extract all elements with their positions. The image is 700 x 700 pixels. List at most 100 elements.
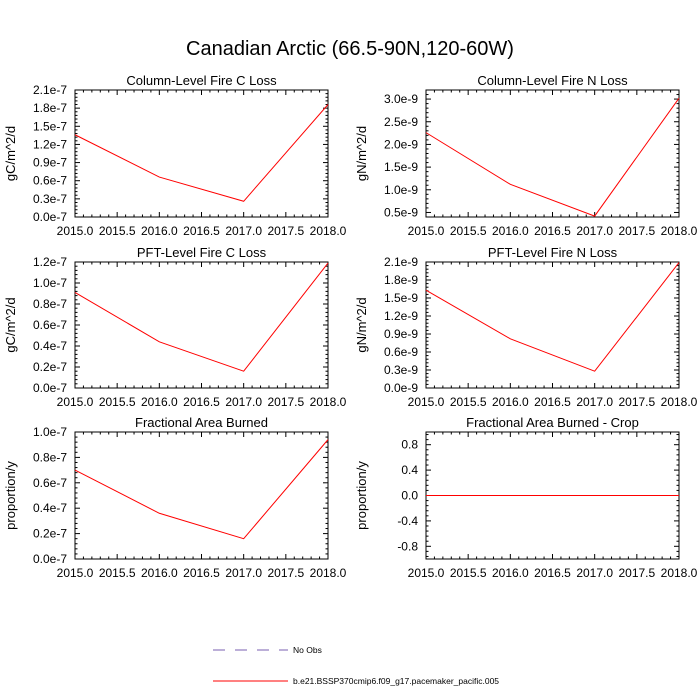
x-tick-label: 2015.0: [57, 224, 94, 238]
chart-panel-3: PFT-Level Fire C Loss gC/m^2/d 2015.0 2015.…: [3, 245, 347, 409]
x-tick-label: 2017.5: [618, 224, 655, 238]
x-tick-label: 2018.0: [661, 395, 698, 409]
y-tick-label: 0.6e-7: [33, 476, 67, 490]
x-tick-label: 2017.5: [618, 395, 655, 409]
panel-title: Fractional Area Burned - Crop: [466, 415, 639, 430]
y-tick-label: 2.0e-9: [384, 137, 418, 151]
x-tick-label: 2016.5: [183, 566, 220, 580]
y-tick-label: 1.5e-9: [384, 160, 418, 174]
panel-title: Column-Level Fire C Loss: [126, 73, 277, 88]
x-tick-label: 2016.0: [492, 224, 529, 238]
y-tick-label: 2.1e-7: [33, 83, 67, 97]
x-tick-label: 2015.5: [450, 566, 487, 580]
plot-frame: [74, 261, 329, 389]
y-tick-label: -0.8: [397, 539, 418, 553]
y-tick-label: 1.8e-9: [384, 273, 418, 287]
x-tick-label: 2016.5: [183, 395, 220, 409]
y-tick-label: 0.3e-7: [33, 192, 67, 206]
x-tick-label: 2015.5: [99, 395, 136, 409]
y-tick-label: 0.6e-7: [33, 174, 67, 188]
series-line-1: [425, 262, 680, 372]
y-tick-label: 0.3e-9: [384, 363, 418, 377]
x-tick-label: 2015.5: [99, 566, 136, 580]
x-tick-label: 2016.0: [141, 224, 178, 238]
y-tick-label: 3.0e-9: [384, 92, 418, 106]
chart-panel-1: Column-Level Fire C Loss gC/m^2/d 2015.0 20…: [3, 73, 347, 238]
y-tick-label: 1.0e-7: [33, 425, 67, 439]
x-tick-label: 2017.5: [267, 395, 304, 409]
x-tick-label: 2015.5: [450, 395, 487, 409]
series-line-1: [425, 97, 680, 217]
y-tick-label: 0.2e-7: [33, 360, 67, 374]
y-tick-label: 0.2e-7: [33, 527, 67, 541]
x-tick-label: 2016.0: [141, 395, 178, 409]
y-tick-label: 0.8: [401, 438, 418, 452]
x-tick-label: 2017.0: [225, 224, 262, 238]
y-axis-label: gN/m^2/d: [354, 297, 369, 352]
y-tick-label: 0.8e-7: [33, 297, 67, 311]
figure-title: Canadian Arctic (66.5-90N,120-60W): [186, 38, 514, 60]
y-tick-label: 2.1e-9: [384, 255, 418, 269]
y-tick-label: 0.6e-9: [384, 345, 418, 359]
y-tick-label: 0.0e-7: [33, 210, 67, 224]
x-tick-label: 2017.5: [267, 224, 304, 238]
x-tick-label: 2016.5: [534, 566, 571, 580]
x-tick-label: 2017.0: [225, 395, 262, 409]
y-tick-label: 0.4e-7: [33, 501, 67, 515]
plot-frame: [425, 261, 680, 389]
x-tick-label: 2016.5: [183, 224, 220, 238]
chart-panel-6: Fractional Area Burned - Crop proportion/…: [354, 415, 698, 580]
x-tick-label: 2017.5: [618, 566, 655, 580]
legend-label-1: No Obs: [293, 645, 322, 655]
x-tick-label: 2015.0: [57, 566, 94, 580]
legend: No Obs b.e21.BSSP370cmip6.f09_g17.pacemak…: [213, 645, 499, 686]
chart-panel-2: Column-Level Fire N Loss gN/m^2/d 2015.0 20…: [354, 73, 698, 238]
x-tick-label: 2015.5: [99, 224, 136, 238]
x-tick-label: 2015.0: [408, 224, 445, 238]
panel-title: Column-Level Fire N Loss: [477, 73, 628, 88]
y-axis-label: gN/m^2/d: [354, 126, 369, 181]
y-tick-label: 0.0e-7: [33, 381, 67, 395]
x-tick-label: 2018.0: [310, 224, 347, 238]
y-tick-label: 1.2e-9: [384, 309, 418, 323]
plot-frame: [74, 431, 329, 560]
x-tick-label: 2016.0: [492, 566, 529, 580]
y-tick-label: 0.0e-9: [384, 381, 418, 395]
y-tick-label: 0.0: [401, 489, 418, 503]
x-tick-label: 2016.0: [492, 395, 529, 409]
y-axis-label: proportion/y: [3, 461, 18, 530]
x-tick-label: 2018.0: [310, 395, 347, 409]
y-tick-label: 1.5e-9: [384, 291, 418, 305]
x-tick-label: 2015.0: [408, 566, 445, 580]
series-line-1: [74, 439, 329, 540]
y-tick-label: -0.4: [397, 514, 418, 528]
y-tick-label: 0.8e-7: [33, 450, 67, 464]
y-tick-label: 1.5e-7: [33, 119, 67, 133]
x-tick-label: 2015.0: [408, 395, 445, 409]
y-tick-label: 0.4: [401, 463, 418, 477]
y-tick-label: 0.0e-7: [33, 552, 67, 566]
x-tick-label: 2016.5: [534, 224, 571, 238]
x-tick-label: 2016.0: [141, 566, 178, 580]
x-tick-label: 2018.0: [310, 566, 347, 580]
panel-title: PFT-Level Fire N Loss: [488, 245, 618, 260]
y-tick-label: 0.5e-9: [384, 205, 418, 219]
x-tick-label: 2017.5: [267, 566, 304, 580]
x-tick-label: 2018.0: [661, 566, 698, 580]
x-tick-label: 2018.0: [661, 224, 698, 238]
x-tick-label: 2015.0: [57, 395, 94, 409]
y-tick-label: 1.8e-7: [33, 101, 67, 115]
series-line-1: [74, 262, 329, 372]
x-tick-label: 2017.0: [225, 566, 262, 580]
y-tick-label: 0.9e-7: [33, 156, 67, 170]
series-line-1: [74, 104, 329, 202]
y-axis-label: proportion/y: [354, 461, 369, 530]
x-tick-label: 2016.5: [534, 395, 571, 409]
chart-panel-5: Fractional Area Burned proportion/y 2015.0…: [3, 415, 347, 580]
x-tick-label: 2017.0: [576, 395, 613, 409]
y-tick-label: 0.6e-7: [33, 318, 67, 332]
y-tick-label: 1.0e-7: [33, 276, 67, 290]
y-tick-label: 1.0e-9: [384, 183, 418, 197]
